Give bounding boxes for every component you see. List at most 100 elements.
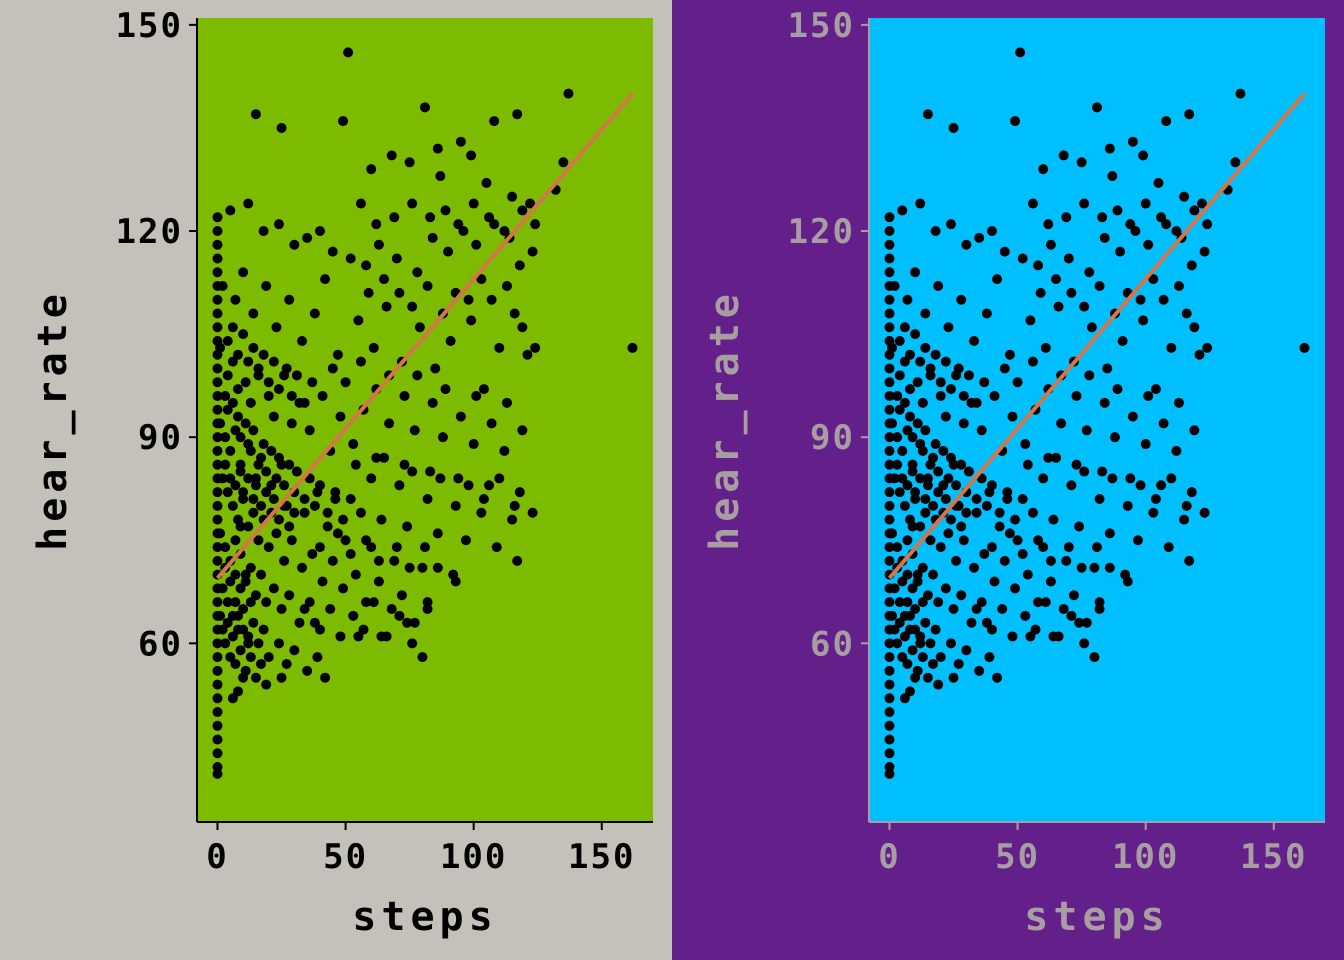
data-point	[396, 590, 407, 601]
data-point	[920, 507, 931, 518]
data-point	[940, 356, 951, 367]
data-point	[212, 404, 223, 415]
data-point	[963, 466, 974, 477]
data-point	[212, 487, 223, 498]
data-point	[327, 363, 338, 374]
data-point	[253, 638, 264, 649]
data-point	[958, 535, 969, 546]
data-point	[284, 459, 295, 470]
y-axis-title: hear_rate	[702, 289, 748, 551]
data-point	[338, 514, 349, 525]
data-point	[1107, 473, 1118, 484]
data-point	[256, 658, 267, 669]
data-point	[922, 480, 933, 491]
data-point	[281, 363, 292, 374]
data-point	[1143, 239, 1154, 250]
data-point	[884, 418, 895, 429]
data-point	[1022, 569, 1033, 580]
data-point	[227, 397, 238, 408]
data-point	[899, 500, 910, 511]
data-point	[384, 418, 395, 429]
data-point	[240, 569, 251, 580]
data-point	[1094, 281, 1105, 291]
data-point	[320, 672, 331, 683]
data-point	[230, 294, 241, 305]
data-point	[235, 432, 246, 443]
data-point	[933, 281, 944, 291]
data-point	[884, 308, 895, 319]
data-point	[897, 205, 908, 216]
data-point	[243, 521, 254, 532]
data-point	[915, 631, 926, 642]
data-point	[1043, 219, 1054, 230]
data-point	[235, 583, 246, 594]
data-point	[884, 514, 895, 525]
data-point	[281, 658, 292, 669]
data-point	[884, 349, 895, 360]
data-point	[1061, 212, 1072, 223]
data-point	[1002, 494, 1013, 505]
data-point	[1038, 542, 1049, 553]
data-point	[309, 308, 320, 319]
data-point	[273, 514, 284, 525]
data-point	[1179, 191, 1190, 202]
data-point	[935, 377, 946, 388]
data-point	[899, 322, 910, 333]
data-point	[476, 507, 487, 518]
data-point	[291, 370, 302, 381]
data-point	[1186, 487, 1197, 498]
data-point	[327, 555, 338, 566]
data-point	[1202, 219, 1213, 230]
data-point	[974, 665, 985, 676]
data-point	[884, 707, 895, 718]
data-point	[478, 384, 489, 395]
data-point	[999, 363, 1010, 374]
x-tick-label: 100	[440, 837, 507, 877]
x-tick-label: 0	[206, 837, 228, 877]
data-point	[322, 521, 333, 532]
data-point	[902, 535, 913, 546]
data-point	[920, 617, 931, 628]
data-point	[361, 260, 372, 271]
data-point	[910, 624, 921, 635]
data-point	[299, 494, 310, 505]
data-point	[945, 219, 956, 230]
chart-panel-left: 60 90 120 150 0 50 100 150 steps hear_rate	[0, 0, 672, 960]
y-tick-label: 150	[116, 6, 183, 46]
data-point	[1061, 555, 1072, 566]
data-point	[407, 198, 418, 209]
data-point	[507, 191, 518, 202]
y-tick-label: 90	[810, 418, 855, 458]
data-point	[489, 116, 500, 127]
data-point	[930, 349, 941, 360]
data-point	[212, 665, 223, 676]
data-point	[379, 274, 390, 285]
data-point	[225, 652, 236, 663]
data-point	[935, 542, 946, 553]
data-point	[284, 294, 295, 305]
y-tick-label: 60	[810, 624, 855, 664]
data-point	[376, 514, 387, 525]
data-point	[368, 342, 379, 353]
data-point	[494, 473, 505, 484]
data-point	[522, 349, 533, 360]
data-point	[212, 294, 223, 305]
data-point	[884, 335, 895, 346]
data-point	[435, 171, 446, 182]
data-point	[256, 500, 267, 511]
data-point	[230, 597, 241, 608]
data-point	[212, 267, 223, 278]
data-point	[238, 267, 249, 278]
data-point	[330, 487, 341, 498]
data-point	[273, 638, 284, 649]
data-point	[509, 308, 520, 319]
plot-area	[197, 18, 653, 822]
data-point	[956, 294, 967, 305]
data-point	[302, 665, 313, 676]
data-point	[530, 342, 541, 353]
data-point	[253, 370, 264, 381]
y-tick-label: 120	[788, 212, 855, 252]
data-point	[986, 226, 997, 237]
data-point	[1199, 507, 1210, 518]
data-point	[912, 576, 923, 587]
